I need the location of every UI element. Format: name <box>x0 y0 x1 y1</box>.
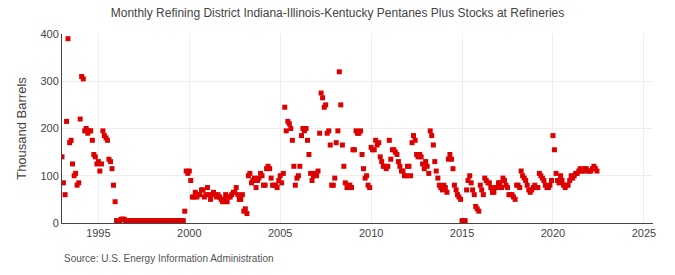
svg-text:1995: 1995 <box>86 227 110 239</box>
svg-text:Thousand Barrels: Thousand Barrels <box>14 77 29 180</box>
svg-text:2010: 2010 <box>359 227 383 239</box>
svg-text:100: 100 <box>40 170 58 182</box>
svg-text:0: 0 <box>53 217 59 229</box>
svg-text:2000: 2000 <box>177 227 201 239</box>
svg-text:2015: 2015 <box>450 227 474 239</box>
svg-text:2005: 2005 <box>268 227 292 239</box>
svg-text:200: 200 <box>40 122 58 134</box>
svg-text:2025: 2025 <box>632 227 656 239</box>
svg-text:Source: U.S. Energy Informatio: Source: U.S. Energy Information Administ… <box>64 253 274 264</box>
svg-text:2020: 2020 <box>541 227 565 239</box>
svg-text:400: 400 <box>40 28 58 40</box>
svg-text:Monthly Refining District Indi: Monthly Refining District Indiana-Illino… <box>111 6 565 20</box>
svg-text:300: 300 <box>40 75 58 87</box>
